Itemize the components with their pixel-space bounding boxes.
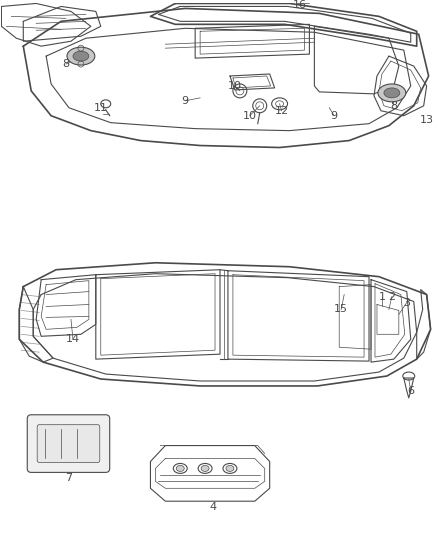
- Ellipse shape: [378, 84, 406, 102]
- Text: 7: 7: [65, 473, 73, 483]
- Text: 3: 3: [403, 297, 410, 308]
- Text: 14: 14: [66, 334, 80, 344]
- Ellipse shape: [67, 47, 95, 65]
- Text: 1: 1: [378, 292, 385, 302]
- Text: 8: 8: [63, 59, 70, 69]
- Text: 8: 8: [390, 101, 397, 111]
- Ellipse shape: [201, 465, 209, 471]
- Ellipse shape: [176, 465, 184, 471]
- Text: 10: 10: [228, 81, 242, 91]
- Text: 9: 9: [331, 111, 338, 121]
- Ellipse shape: [226, 465, 234, 471]
- Text: 10: 10: [243, 111, 257, 121]
- FancyBboxPatch shape: [37, 425, 100, 463]
- Text: 15: 15: [334, 304, 348, 314]
- Ellipse shape: [384, 88, 400, 98]
- Text: 4: 4: [209, 502, 217, 512]
- Text: 13: 13: [420, 115, 434, 125]
- Text: 16: 16: [293, 1, 307, 11]
- Ellipse shape: [73, 51, 89, 61]
- Text: 12: 12: [275, 106, 289, 116]
- Text: 9: 9: [182, 96, 189, 106]
- Text: 2: 2: [389, 292, 396, 302]
- Text: 11: 11: [94, 103, 108, 113]
- Text: 6: 6: [407, 386, 414, 396]
- FancyBboxPatch shape: [27, 415, 110, 472]
